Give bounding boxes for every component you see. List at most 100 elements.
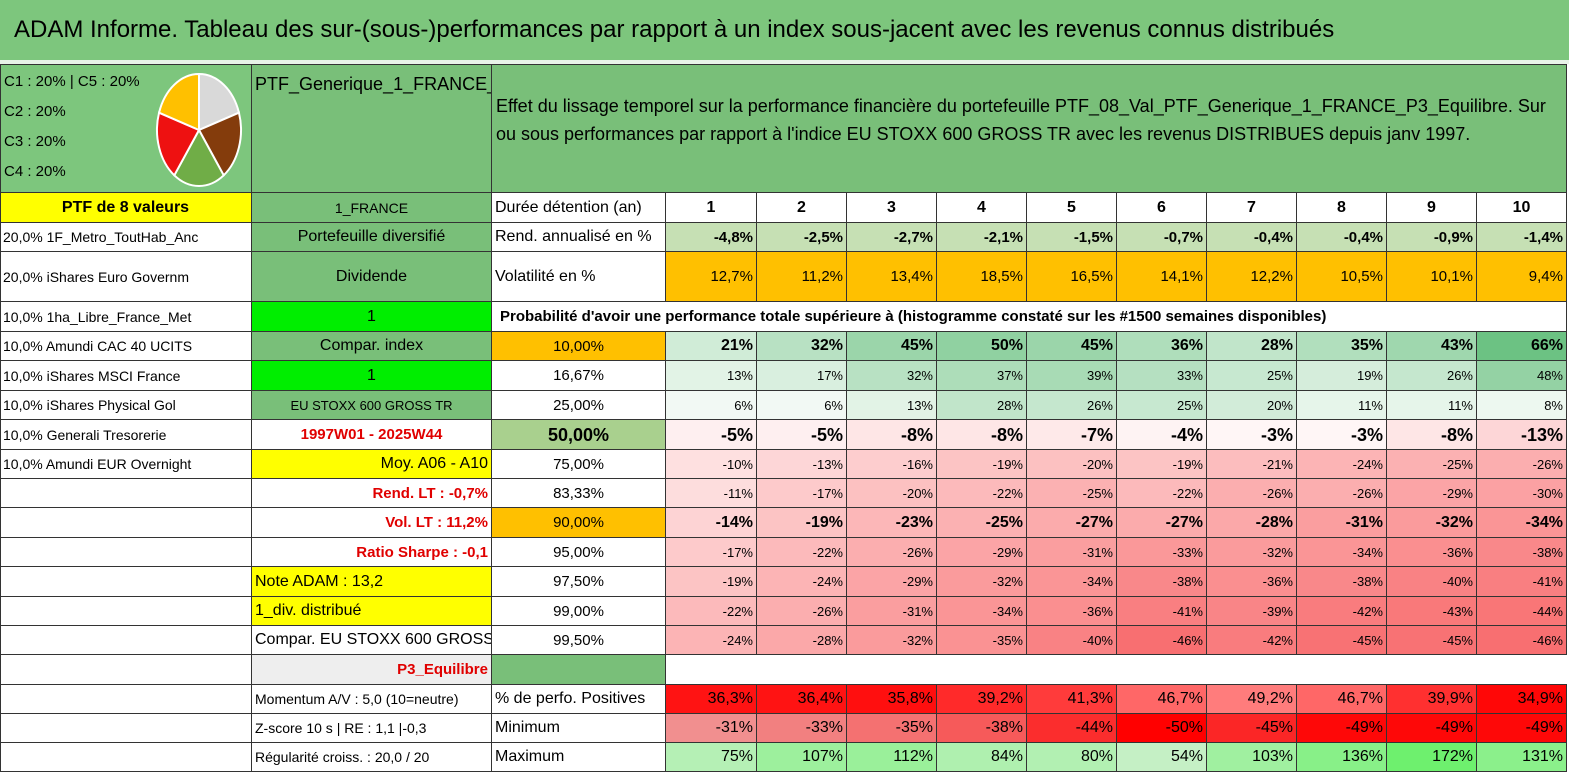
pie-slice-c2 bbox=[197, 111, 242, 177]
quantile-value: -13% bbox=[1477, 420, 1567, 450]
quantile-value: 21% bbox=[666, 332, 757, 361]
info-type: Portefeuille diversifié bbox=[252, 223, 492, 252]
quantile-value: -25% bbox=[937, 508, 1027, 538]
quantile-value: 6% bbox=[757, 391, 847, 420]
quantile-value: -5% bbox=[757, 420, 847, 450]
quantile-value: -45% bbox=[1387, 626, 1477, 655]
quantile-value: 8% bbox=[1477, 391, 1567, 420]
empty-cell bbox=[0, 567, 252, 597]
quantile-value: 36% bbox=[1117, 332, 1207, 361]
quantile-value: -29% bbox=[847, 567, 937, 597]
quantile-value: 33% bbox=[1117, 361, 1207, 391]
quantile-value: 39% bbox=[1027, 361, 1117, 391]
quantile-value: -38% bbox=[1477, 538, 1567, 567]
quantile-value: -16% bbox=[847, 450, 937, 479]
quantile-label: 16,67% bbox=[492, 361, 666, 391]
quantile-value: -34% bbox=[1297, 538, 1387, 567]
holding-row: 20,0% 1F_Metro_ToutHab_Anc bbox=[0, 223, 252, 252]
quantile-value: -43% bbox=[1387, 597, 1477, 626]
pie-slice-c5 bbox=[157, 72, 200, 132]
quantile-value: -46% bbox=[1117, 626, 1207, 655]
info-sharpe: Ratio Sharpe : -0,1 bbox=[252, 538, 492, 567]
quantile-value: -13% bbox=[757, 450, 847, 479]
pie-legend-label: C2 : 20% bbox=[4, 103, 66, 120]
quantile-value: 25% bbox=[1117, 391, 1207, 420]
positive-perf-value: 39,2% bbox=[937, 685, 1027, 714]
quantile-value: 35% bbox=[1297, 332, 1387, 361]
quantile-label: 99,50% bbox=[492, 626, 666, 655]
year-header: 6 bbox=[1117, 193, 1207, 223]
annual-return-value: -2,5% bbox=[757, 223, 847, 252]
annual-return-value: -0,4% bbox=[1207, 223, 1297, 252]
quantile-label: 99,00% bbox=[492, 597, 666, 626]
quantile-value: -22% bbox=[666, 597, 757, 626]
quantile-value: -41% bbox=[1477, 567, 1567, 597]
quantile-value: 43% bbox=[1387, 332, 1477, 361]
year-header: 1 bbox=[666, 193, 757, 223]
quantile-value: 28% bbox=[937, 391, 1027, 420]
quantile-value: 32% bbox=[847, 361, 937, 391]
empty-cell bbox=[492, 655, 666, 685]
quantile-value: -35% bbox=[937, 626, 1027, 655]
title-divider bbox=[0, 60, 1569, 64]
maximum-value: 131% bbox=[1477, 743, 1567, 772]
minimum-value: -38% bbox=[937, 714, 1027, 743]
year-header: 10 bbox=[1477, 193, 1567, 223]
quantile-value: -39% bbox=[1207, 597, 1297, 626]
quantile-value: -27% bbox=[1117, 508, 1207, 538]
quantile-value: -33% bbox=[1117, 538, 1207, 567]
quantile-value: -40% bbox=[1027, 626, 1117, 655]
holding-row: 10,0% Amundi EUR Overnight bbox=[0, 450, 252, 479]
annual-return-value: -0,7% bbox=[1117, 223, 1207, 252]
quantile-value: -46% bbox=[1477, 626, 1567, 655]
holding-row: 10,0% Generali Tresorerie bbox=[0, 420, 252, 450]
year-header: 5 bbox=[1027, 193, 1117, 223]
annual-return-value: -1,5% bbox=[1027, 223, 1117, 252]
quantile-value: -40% bbox=[1387, 567, 1477, 597]
quantile-value: -7% bbox=[1027, 420, 1117, 450]
quantile-value: -20% bbox=[847, 479, 937, 508]
info-profile: P3_Equilibre bbox=[252, 655, 492, 685]
annual-return-value: -0,9% bbox=[1387, 223, 1477, 252]
annual-return-value: -1,4% bbox=[1477, 223, 1567, 252]
quantile-value: -26% bbox=[1477, 450, 1567, 479]
quantile-value: -22% bbox=[1117, 479, 1207, 508]
quantile-value: 26% bbox=[1387, 361, 1477, 391]
holding-row: 20,0% iShares Euro Governm bbox=[0, 252, 252, 302]
holding-row: 10,0% Amundi CAC 40 UCITS bbox=[0, 332, 252, 361]
holding-row: 10,0% iShares Physical Gol bbox=[0, 391, 252, 420]
empty-cell bbox=[0, 655, 252, 685]
minimum-value: -49% bbox=[1387, 714, 1477, 743]
empty-cell bbox=[0, 508, 252, 538]
quantile-value: -29% bbox=[937, 538, 1027, 567]
positive-perf-label: % de perfo. Positives bbox=[492, 685, 666, 714]
quantile-value: -3% bbox=[1297, 420, 1387, 450]
quantile-value: -26% bbox=[757, 597, 847, 626]
grid-frame bbox=[0, 64, 1567, 65]
quantile-value: 50% bbox=[937, 332, 1027, 361]
quantile-value: -32% bbox=[937, 567, 1027, 597]
year-header: 7 bbox=[1207, 193, 1297, 223]
info-period: 1997W01 - 2025W44 bbox=[252, 420, 492, 450]
quantile-value: -28% bbox=[757, 626, 847, 655]
quantile-value: -42% bbox=[1297, 597, 1387, 626]
quantile-value: 45% bbox=[1027, 332, 1117, 361]
quantile-value: 37% bbox=[937, 361, 1027, 391]
quantile-value: 45% bbox=[847, 332, 937, 361]
info-div: 1_div. distribué bbox=[252, 597, 492, 626]
empty-cell bbox=[0, 714, 252, 743]
info-momentum: Momentum A/V : 5,0 (10=neutre) bbox=[252, 685, 492, 714]
info-one-a: 1 bbox=[252, 302, 492, 332]
volatility-value: 10,1% bbox=[1387, 252, 1477, 302]
quantile-value: -22% bbox=[937, 479, 1027, 508]
volatility-value: 9,4% bbox=[1477, 252, 1567, 302]
info-zscore: Z-score 10 s | RE : 1,1 |-0,3 bbox=[252, 714, 492, 743]
minimum-value: -49% bbox=[1477, 714, 1567, 743]
quantile-value: 32% bbox=[757, 332, 847, 361]
quantile-value: -26% bbox=[847, 538, 937, 567]
quantile-label: 10,00% bbox=[492, 332, 666, 361]
minimum-label: Minimum bbox=[492, 714, 666, 743]
quantile-value: -36% bbox=[1207, 567, 1297, 597]
info-rend-lt: Rend. LT : -0,7% bbox=[252, 479, 492, 508]
